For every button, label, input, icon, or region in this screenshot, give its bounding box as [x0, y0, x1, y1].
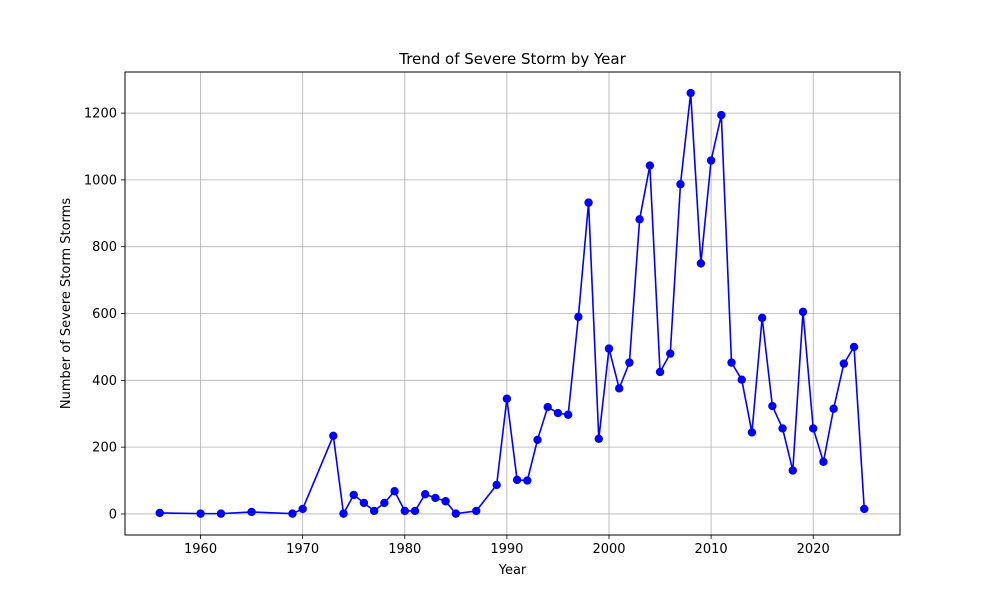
- data-point: [288, 509, 297, 518]
- data-point: [717, 110, 726, 120]
- data-point: [369, 506, 379, 516]
- data-point: [472, 506, 481, 516]
- data-point: [727, 358, 736, 367]
- x-tick-label: 2000: [592, 542, 625, 557]
- y-tick-label: 1200: [84, 107, 117, 122]
- data-point: [502, 394, 512, 403]
- chart-title: Trend of Severe Storm by Year: [398, 50, 626, 68]
- data-point: [339, 509, 348, 518]
- data-point: [757, 313, 767, 323]
- data-point: [421, 490, 430, 499]
- data-point: [615, 384, 624, 393]
- data-point: [298, 504, 307, 514]
- x-tick-label: 1960: [184, 542, 217, 557]
- data-point: [625, 358, 634, 367]
- data-point: [155, 508, 164, 518]
- data-point: [574, 312, 583, 322]
- x-tick-label: 1990: [490, 542, 523, 557]
- data-point: [686, 88, 695, 98]
- y-tick-label: 200: [92, 441, 117, 456]
- y-tick-label: 800: [92, 240, 117, 255]
- data-point: [216, 509, 226, 518]
- data-point: [839, 359, 849, 368]
- data-point: [768, 401, 777, 411]
- data-point: [492, 480, 501, 490]
- plot-frame: [124, 71, 901, 536]
- data-point: [553, 408, 563, 418]
- data-point: [390, 487, 399, 496]
- data-point: [533, 435, 542, 444]
- data-point: [247, 507, 256, 517]
- data-point: [798, 307, 808, 317]
- data-point: [604, 344, 614, 353]
- data-point: [655, 367, 665, 377]
- data-point: [543, 402, 552, 412]
- data-point: [849, 342, 859, 352]
- data-point: [512, 475, 522, 485]
- x-axis-label: Year: [498, 563, 527, 578]
- data-point: [645, 161, 655, 170]
- y-tick-label: 600: [92, 307, 117, 322]
- data-point: [635, 215, 644, 224]
- grid-lines: [125, 72, 900, 535]
- data-point: [860, 504, 869, 514]
- data-point: [523, 476, 532, 485]
- data-point: [410, 506, 420, 516]
- data-point: [819, 457, 828, 467]
- x-tick-label: 1970: [286, 542, 319, 557]
- data-point: [196, 509, 205, 518]
- x-tick-label: 2010: [695, 542, 728, 557]
- data-point: [737, 375, 746, 384]
- data-point: [676, 180, 685, 189]
- data-point: [349, 490, 358, 500]
- y-axis-label: Number of Severe Storm Storms: [59, 198, 74, 409]
- data-point: [359, 498, 369, 508]
- data-point: [400, 506, 409, 516]
- y-tick-label: 0: [109, 507, 117, 522]
- data-point: [829, 404, 838, 413]
- data-point: [778, 424, 787, 433]
- series-layer: [155, 88, 869, 518]
- x-tick-label: 1980: [388, 542, 421, 557]
- data-point: [451, 509, 461, 518]
- data-point: [706, 156, 716, 165]
- data-point: [380, 498, 389, 508]
- data-point: [584, 198, 593, 207]
- data-point: [563, 410, 573, 419]
- data-point: [431, 493, 440, 503]
- x-tick-label: 2020: [797, 542, 830, 557]
- data-point: [696, 259, 706, 268]
- data-point: [594, 434, 603, 443]
- data-point: [329, 431, 338, 440]
- data-point: [441, 497, 450, 506]
- data-point: [788, 466, 797, 475]
- data-point: [809, 424, 818, 433]
- y-tick-label: 400: [92, 374, 117, 389]
- data-point: [747, 428, 757, 437]
- y-tick-label: 1000: [84, 173, 117, 188]
- axis-ticks: 1960 1970 1980 1990 2000 2010 2020 0 200 400 600 80…: [84, 107, 830, 557]
- data-point: [666, 349, 675, 358]
